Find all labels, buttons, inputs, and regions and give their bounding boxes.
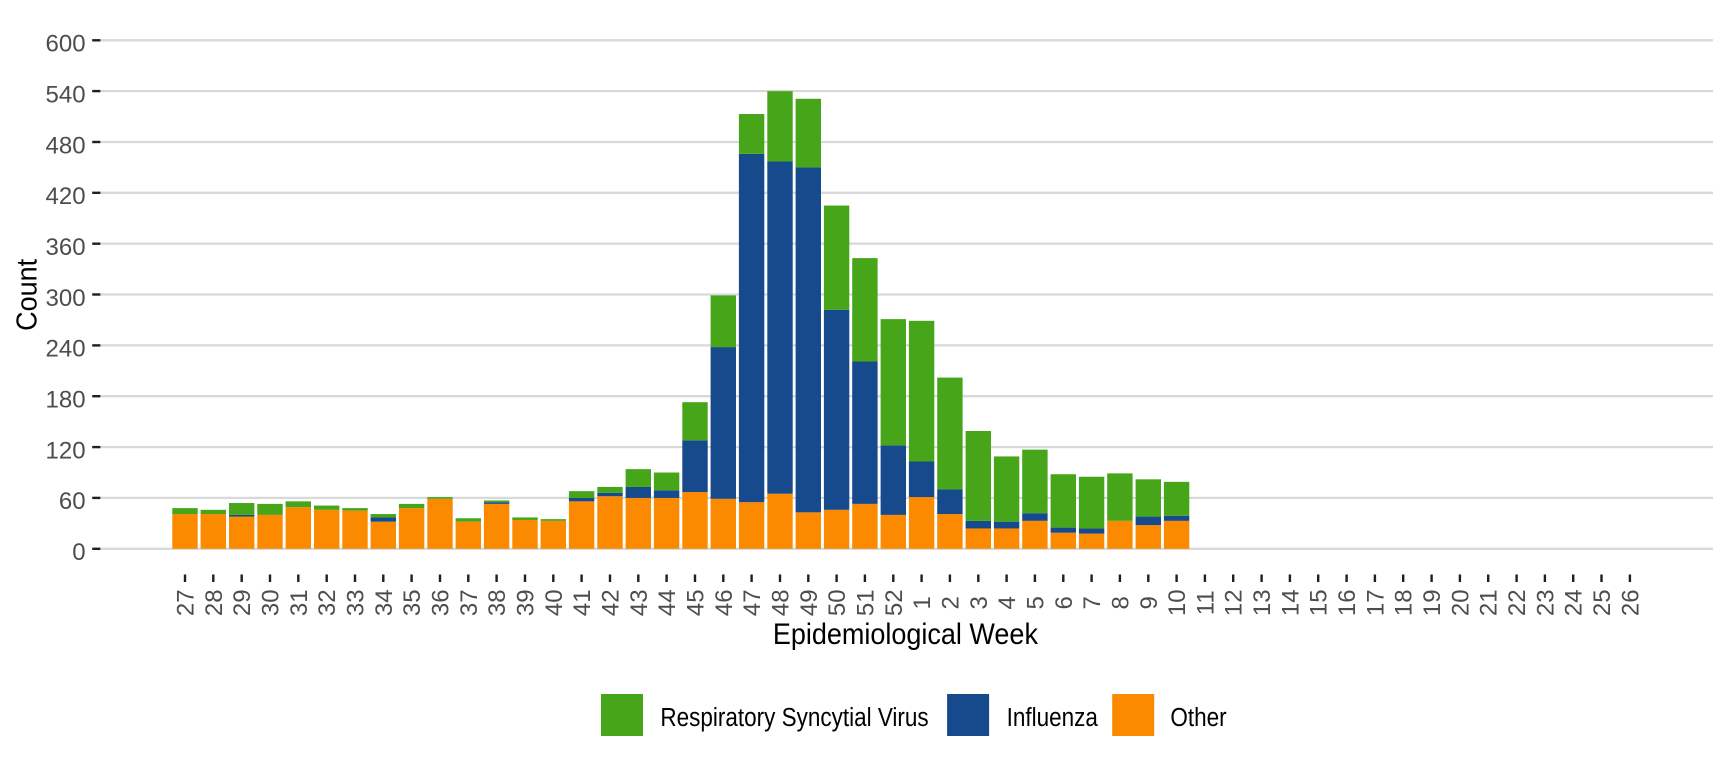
svg-text:32: 32 — [314, 589, 341, 616]
svg-text:30: 30 — [258, 589, 285, 616]
svg-text:Epidemiological Week: Epidemiological Week — [773, 617, 1039, 650]
svg-text:6: 6 — [1051, 596, 1078, 609]
svg-text:21: 21 — [1476, 589, 1503, 616]
svg-text:9: 9 — [1136, 596, 1163, 609]
svg-text:360: 360 — [46, 234, 86, 261]
svg-text:26: 26 — [1617, 589, 1644, 616]
svg-text:Other: Other — [1170, 704, 1226, 733]
svg-text:47: 47 — [739, 589, 766, 616]
svg-text:180: 180 — [46, 387, 86, 414]
svg-text:29: 29 — [229, 589, 256, 616]
svg-text:25: 25 — [1589, 589, 1616, 616]
svg-text:8: 8 — [1107, 596, 1134, 609]
svg-text:41: 41 — [569, 589, 596, 616]
svg-text:600: 600 — [46, 31, 86, 58]
svg-text:5: 5 — [1022, 596, 1049, 609]
svg-text:12: 12 — [1221, 589, 1248, 616]
svg-text:22: 22 — [1504, 589, 1531, 616]
svg-text:52: 52 — [881, 589, 908, 616]
svg-text:14: 14 — [1277, 589, 1304, 616]
svg-text:24: 24 — [1561, 589, 1588, 616]
svg-text:300: 300 — [46, 285, 86, 312]
svg-text:51: 51 — [852, 589, 879, 616]
svg-text:31: 31 — [286, 589, 313, 616]
svg-text:19: 19 — [1419, 589, 1446, 616]
svg-text:Respiratory Syncytial Virus: Respiratory Syncytial Virus — [660, 704, 928, 733]
svg-text:0: 0 — [72, 539, 85, 566]
svg-text:480: 480 — [46, 132, 86, 159]
svg-text:20: 20 — [1447, 589, 1474, 616]
svg-text:40: 40 — [541, 589, 568, 616]
svg-text:7: 7 — [1079, 596, 1106, 609]
svg-text:28: 28 — [201, 589, 228, 616]
svg-text:120: 120 — [46, 437, 86, 464]
svg-text:33: 33 — [343, 589, 370, 616]
svg-text:43: 43 — [626, 589, 653, 616]
svg-text:17: 17 — [1362, 589, 1389, 616]
svg-text:49: 49 — [796, 589, 823, 616]
svg-text:240: 240 — [46, 336, 86, 363]
svg-text:16: 16 — [1334, 589, 1361, 616]
svg-text:Count: Count — [11, 259, 43, 331]
svg-text:27: 27 — [173, 589, 200, 616]
svg-text:34: 34 — [371, 589, 398, 616]
svg-text:46: 46 — [711, 589, 738, 616]
svg-text:36: 36 — [428, 589, 455, 616]
svg-text:2: 2 — [937, 596, 964, 609]
svg-text:60: 60 — [59, 488, 86, 515]
svg-text:3: 3 — [966, 596, 993, 609]
svg-text:4: 4 — [994, 596, 1021, 609]
svg-text:50: 50 — [824, 589, 851, 616]
svg-text:420: 420 — [46, 183, 86, 210]
svg-text:15: 15 — [1306, 589, 1333, 616]
svg-text:48: 48 — [768, 589, 795, 616]
svg-text:Influenza: Influenza — [1007, 704, 1099, 733]
svg-text:35: 35 — [399, 589, 426, 616]
svg-text:39: 39 — [513, 589, 540, 616]
svg-text:540: 540 — [46, 81, 86, 108]
svg-text:11: 11 — [1192, 590, 1219, 615]
svg-text:18: 18 — [1391, 589, 1418, 616]
svg-text:13: 13 — [1249, 589, 1276, 616]
svg-text:42: 42 — [598, 589, 625, 616]
svg-text:23: 23 — [1532, 589, 1559, 616]
svg-text:45: 45 — [683, 589, 710, 616]
svg-text:10: 10 — [1164, 589, 1191, 616]
svg-text:37: 37 — [456, 589, 483, 616]
svg-text:1: 1 — [909, 596, 936, 609]
svg-text:38: 38 — [484, 589, 511, 616]
svg-text:44: 44 — [654, 589, 681, 616]
